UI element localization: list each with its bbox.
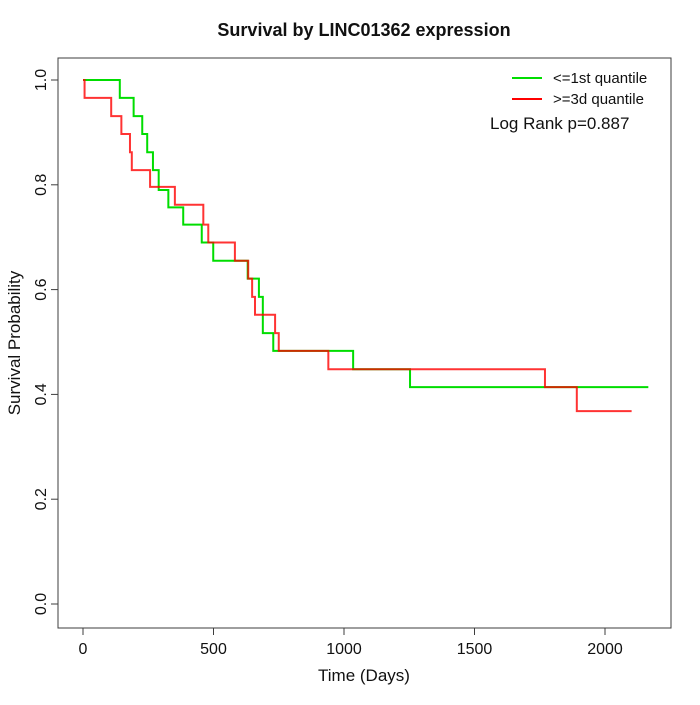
y-tick-label: 0.4	[33, 383, 50, 405]
survival-curves	[83, 79, 649, 413]
y-tick-label: 1.0	[33, 69, 50, 91]
axes: 0 500 1000 1500 2000 0.0 0.2 0.4 0.6 0.8 1.0	[33, 69, 623, 658]
legend-label-high-quantile: >=3d quantile	[553, 91, 644, 108]
legend: <=1st quantile >=3d quantile Log Rank p=…	[490, 70, 647, 133]
y-tick-label: 0.8	[33, 174, 50, 196]
x-tick-label: 2000	[587, 641, 623, 658]
x-tick-label: 500	[200, 641, 227, 658]
x-tick-label: 0	[79, 641, 88, 658]
logrank-annotation: Log Rank p=0.887	[490, 114, 629, 133]
y-tick-label: 0.6	[33, 278, 50, 300]
plot-title: Survival by LINC01362 expression	[217, 20, 510, 40]
survival-curve-high-quantile	[83, 79, 632, 413]
x-tick-label: 1000	[326, 641, 362, 658]
y-axis-label: Survival Probability	[5, 270, 24, 415]
y-tick-label: 0.0	[33, 593, 50, 615]
x-axis-label: Time (Days)	[318, 666, 410, 685]
plot-border	[57, 57, 672, 629]
x-tick-label: 1500	[457, 641, 493, 658]
y-tick-label: 0.2	[33, 488, 50, 510]
survival-curve-low-quantile	[83, 79, 649, 389]
legend-label-low-quantile: <=1st quantile	[553, 70, 647, 87]
